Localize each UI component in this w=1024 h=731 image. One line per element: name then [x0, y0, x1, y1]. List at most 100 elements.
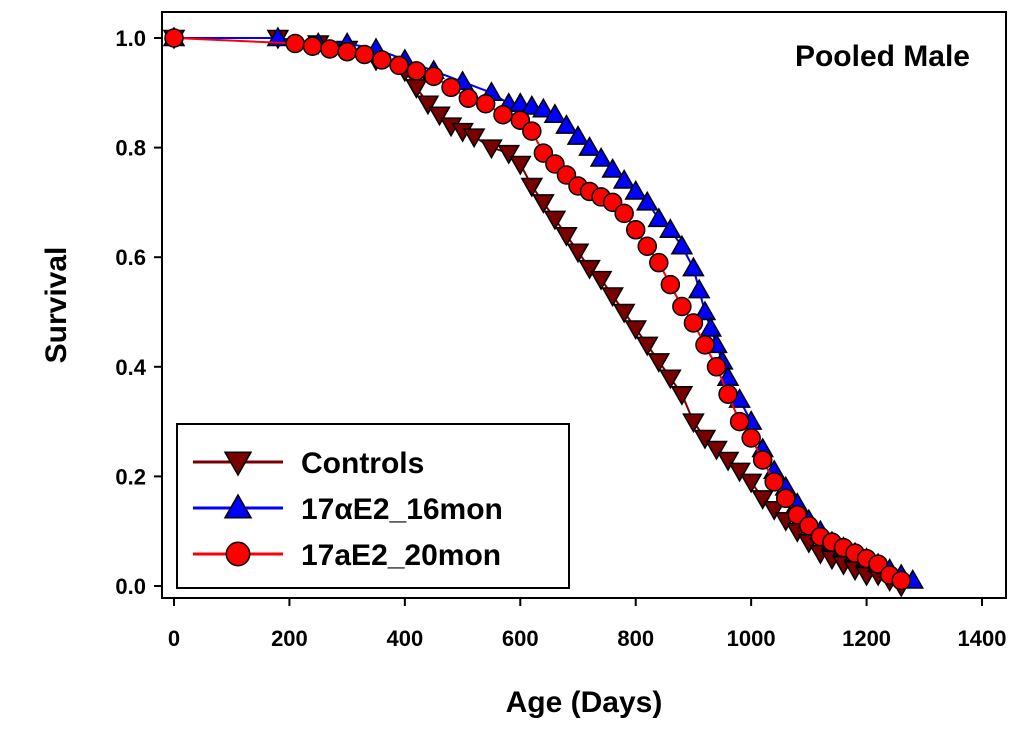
data-point [578, 259, 601, 280]
x-tick-label: 1000 [727, 626, 776, 651]
data-point [601, 287, 624, 308]
data-point [428, 106, 451, 127]
y-tick-label: 1.0 [115, 26, 146, 51]
data-point [612, 168, 636, 189]
legend-item: 17aE2_20mon [193, 539, 501, 572]
series-layer [162, 26, 925, 598]
data-point [441, 77, 461, 98]
legend-label: Controls [301, 447, 424, 480]
data-point [337, 41, 357, 62]
data-point [458, 88, 479, 109]
annotation-label: Pooled Male [795, 40, 970, 73]
data-point [354, 44, 375, 65]
data-point [532, 194, 555, 214]
data-point [718, 384, 738, 404]
y-tick-label: 0.0 [115, 574, 146, 599]
data-point [164, 28, 184, 48]
data-point [520, 177, 544, 198]
data-point [672, 296, 692, 317]
data-point [566, 243, 590, 264]
data-point [683, 313, 704, 333]
data-point [635, 336, 659, 357]
data-point [497, 144, 521, 165]
data-point [716, 451, 740, 472]
legend-marker [223, 493, 253, 519]
data-point [423, 66, 444, 87]
x-tick-label: 200 [271, 626, 308, 651]
x-tick-label: 600 [502, 626, 539, 651]
data-point [741, 428, 761, 448]
data-point [508, 155, 532, 176]
data-point [647, 353, 671, 373]
legend-item: 17αE2_16mon [193, 493, 503, 526]
data-point [682, 413, 705, 434]
data-point [266, 26, 290, 47]
data-point [670, 234, 694, 255]
data-point [699, 316, 723, 337]
x-tick-label: 800 [617, 626, 654, 651]
y-tick-label: 0.8 [115, 136, 146, 161]
data-point [695, 335, 715, 355]
data-point [776, 488, 796, 509]
data-point [389, 55, 409, 76]
y-tick-label: 0.2 [115, 464, 146, 489]
y-axis: 0.0 0.2 0.4 0.6 0.8 1.0 [115, 26, 162, 599]
data-point [705, 440, 728, 461]
data-point [543, 103, 567, 123]
data-point [285, 33, 305, 54]
data-point [751, 490, 774, 510]
legend-marker [223, 451, 253, 477]
data-point [729, 411, 750, 432]
legend-items: Controls 17αE2_16mon 17aE2_20mon [193, 447, 503, 572]
y-tick-label: 0.4 [115, 355, 146, 380]
x-tick-label: 400 [386, 626, 423, 651]
data-point [693, 300, 717, 321]
legend-label: 17aE2_20mon [301, 539, 501, 572]
data-point [659, 218, 682, 239]
data-point [659, 369, 682, 390]
data-point [589, 270, 613, 291]
legend: Controls 17αE2_16mon 17aE2_20mon [176, 423, 570, 589]
legend-marker [225, 541, 251, 567]
x-axis: 0 200 400 600 800 1000 1200 1400 [168, 598, 1006, 651]
legend-label: 17αE2_16mon [301, 493, 503, 526]
legend-item: Controls [193, 447, 424, 480]
series-3 [164, 28, 911, 591]
data-point [372, 50, 392, 70]
data-point [462, 128, 486, 149]
data-point [578, 136, 601, 156]
data-point [320, 39, 340, 59]
data-point [682, 256, 705, 277]
data-point [555, 114, 578, 134]
data-point [302, 36, 323, 56]
data-point [660, 274, 681, 295]
x-tick-label: 1200 [842, 626, 891, 651]
data-point [480, 139, 503, 160]
data-point [891, 570, 911, 591]
data-point [475, 94, 496, 114]
data-point [532, 97, 555, 118]
data-point [522, 121, 542, 141]
data-point [406, 61, 427, 81]
data-point [687, 278, 711, 299]
data-point [543, 210, 567, 231]
data-point [555, 227, 578, 247]
data-point [647, 207, 671, 228]
data-point [416, 95, 440, 116]
data-point [612, 303, 636, 324]
x-axis-title: Age (Days) [506, 686, 663, 719]
data-point [589, 147, 613, 167]
data-point [670, 385, 694, 406]
data-point [706, 357, 727, 377]
data-point [625, 220, 646, 240]
data-point [624, 179, 648, 200]
data-point [637, 236, 658, 256]
data-point [635, 190, 659, 211]
data-point [762, 501, 786, 521]
data-point [566, 125, 590, 145]
data-point [752, 450, 773, 470]
data-point [728, 462, 751, 483]
data-point [624, 320, 648, 340]
data-point [601, 158, 624, 178]
plot-frame [161, 11, 1007, 599]
